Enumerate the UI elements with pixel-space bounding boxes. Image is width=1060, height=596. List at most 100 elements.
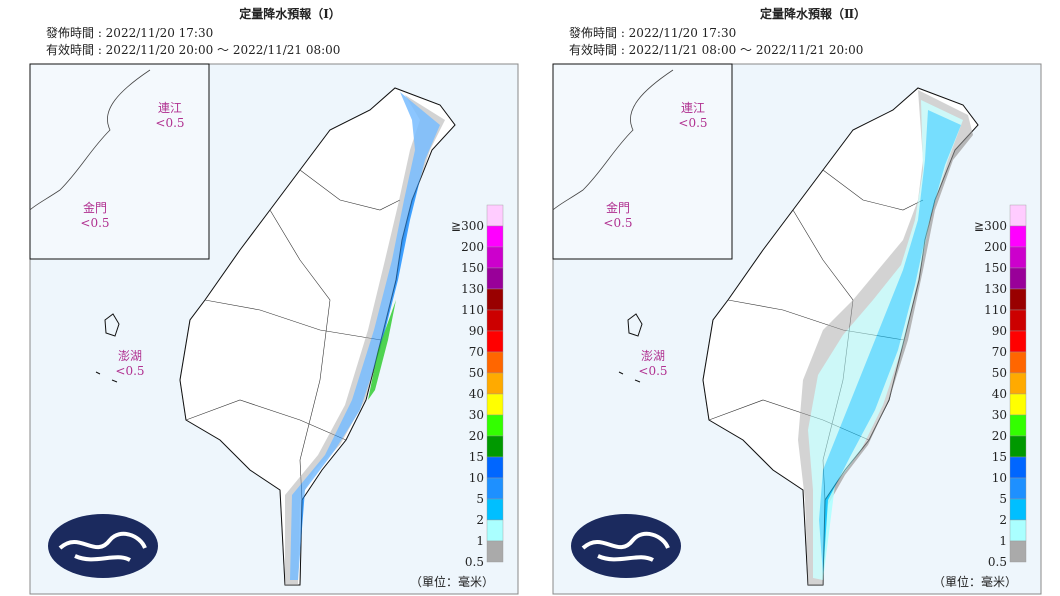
inset-box	[29, 63, 210, 260]
island-rain: <0.5	[638, 364, 667, 378]
legend-label: ≧300	[974, 219, 1007, 233]
forecast-panel: 定量降水預報（Ⅰ） 發佈時間 : 2022/11/20 17:30 有效時間 : 2…	[29, 6, 519, 595]
island-rain: <0.5	[115, 364, 144, 378]
issue-time: 發佈時間 : 2022/11/20 17:30	[46, 25, 213, 40]
penghu	[618, 313, 643, 383]
legend-swatch	[486, 351, 504, 374]
legend-label: 110	[984, 303, 1007, 317]
legend-swatch	[486, 393, 504, 416]
island-name: 澎湖	[118, 348, 142, 363]
legend-swatch	[486, 225, 504, 248]
legend-swatch	[1009, 225, 1027, 248]
legend-swatch	[1009, 414, 1027, 437]
panel-title: 定量降水預報（Ⅰ）	[239, 6, 341, 21]
legend-swatch	[486, 414, 504, 437]
legend-swatch	[1009, 477, 1027, 500]
legend-label: 1	[476, 534, 484, 548]
legend-swatch	[486, 372, 504, 395]
legend-label: 130	[461, 282, 484, 296]
legend-label: 0.5	[988, 555, 1007, 569]
valid-time: 有效時間 : 2022/11/21 08:00 ～ 2022/11/21 20:…	[569, 42, 863, 57]
legend-swatch	[486, 288, 504, 311]
legend-swatch	[1009, 456, 1027, 479]
legend-label: 20	[992, 429, 1007, 443]
legend-label: 5	[999, 492, 1007, 506]
island-rain: <0.5	[603, 216, 632, 230]
legend-label: 50	[992, 366, 1007, 380]
legend-swatch	[486, 519, 504, 542]
legend-swatch	[1009, 246, 1027, 269]
legend-swatch	[1009, 519, 1027, 542]
island-name: 金門	[606, 200, 630, 215]
legend-label: 200	[461, 240, 484, 254]
legend-swatch	[486, 330, 504, 353]
cwb-logo	[569, 512, 683, 580]
cwb-logo	[46, 512, 160, 580]
legend-label: 200	[984, 240, 1007, 254]
penghu	[95, 313, 120, 383]
legend-swatch	[1009, 330, 1027, 353]
coastline	[29, 69, 151, 211]
legend-label: ≧300	[451, 219, 484, 233]
unit-label: （單位：毫米）	[410, 574, 494, 589]
unit-label: （單位：毫米）	[933, 574, 1017, 589]
island-name: 澎湖	[641, 348, 665, 363]
issue-time: 發佈時間 : 2022/11/20 17:30	[569, 25, 736, 40]
legend-label: 30	[469, 408, 484, 422]
coastline	[552, 69, 674, 211]
legend-label: 20	[469, 429, 484, 443]
legend-label: 150	[984, 261, 1007, 275]
legend-label: 40	[469, 387, 484, 401]
legend-label: 1	[999, 534, 1007, 548]
legend-swatch	[486, 246, 504, 269]
panel-title: 定量降水預報（Ⅱ）	[760, 6, 866, 21]
legend-label: 70	[992, 345, 1007, 359]
inset-box	[552, 63, 733, 260]
island-name: 連江	[158, 101, 182, 115]
legend-label: 2	[476, 513, 484, 527]
legend-swatch	[486, 540, 504, 563]
legend-label: 5	[476, 492, 484, 506]
legend-label: 30	[992, 408, 1007, 422]
legend-swatch	[486, 477, 504, 500]
legend-swatch	[1009, 372, 1027, 395]
legend-label: 10	[992, 471, 1007, 485]
legend-swatch	[1009, 204, 1027, 227]
legend-swatch	[486, 498, 504, 521]
legend-swatch	[486, 309, 504, 332]
legend-label: 50	[469, 366, 484, 380]
legend-label: 90	[992, 324, 1007, 338]
legend-label: 130	[984, 282, 1007, 296]
legend-label: 10	[469, 471, 484, 485]
legend-swatch	[1009, 540, 1027, 563]
legend-label: 110	[461, 303, 484, 317]
forecast-panel: 定量降水預報（Ⅱ） 發佈時間 : 2022/11/20 17:30 有效時間 : 2…	[552, 6, 1042, 595]
legend-swatch	[1009, 393, 1027, 416]
legend-swatch	[1009, 498, 1027, 521]
legend-label: 15	[992, 450, 1007, 464]
island-rain: <0.5	[155, 116, 184, 130]
legend-swatch	[486, 456, 504, 479]
island-name: 金門	[83, 200, 107, 215]
valid-time: 有效時間 : 2022/11/20 20:00 ～ 2022/11/21 08:…	[46, 42, 340, 57]
island-rain: <0.5	[80, 216, 109, 230]
island-name: 連江	[681, 101, 705, 115]
legend-label: 2	[999, 513, 1007, 527]
legend-swatch	[486, 204, 504, 227]
island-rain: <0.5	[678, 116, 707, 130]
legend-label: 90	[469, 324, 484, 338]
legend-swatch	[486, 267, 504, 290]
legend-label: 150	[461, 261, 484, 275]
legend-swatch	[486, 435, 504, 458]
legend-swatch	[1009, 435, 1027, 458]
legend-label: 0.5	[465, 555, 484, 569]
legend-swatch	[1009, 288, 1027, 311]
legend-label: 15	[469, 450, 484, 464]
legend-label: 40	[992, 387, 1007, 401]
legend-swatch	[1009, 267, 1027, 290]
rain-area	[368, 300, 396, 400]
legend-label: 70	[469, 345, 484, 359]
legend-swatch	[1009, 351, 1027, 374]
legend-swatch	[1009, 309, 1027, 332]
